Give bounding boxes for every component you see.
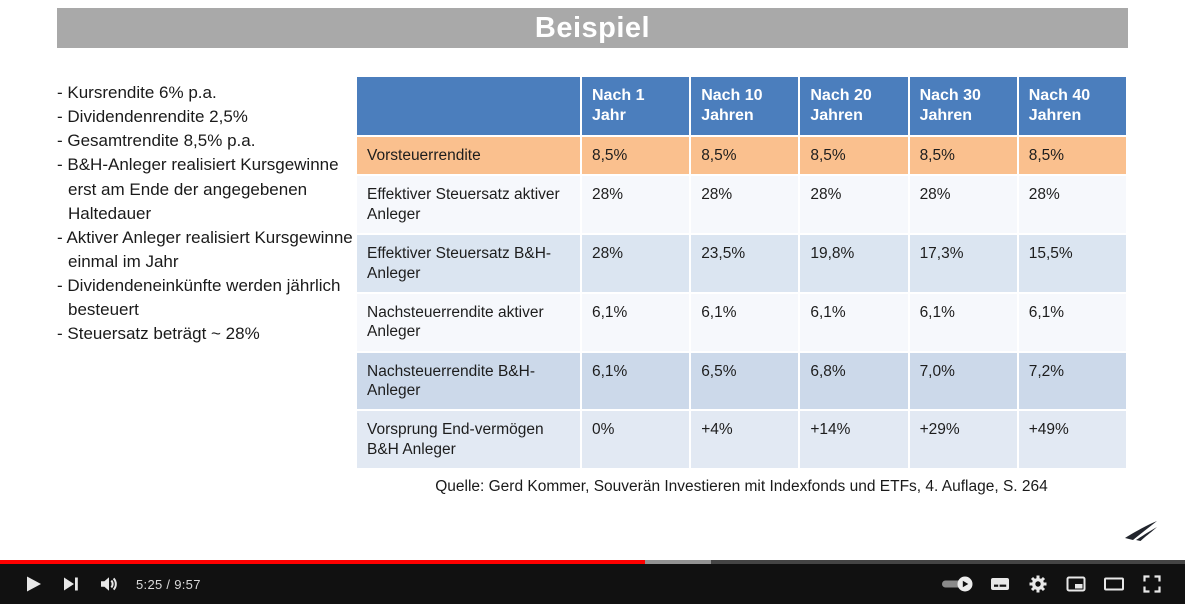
table-row: Vorsteuerrendite 8,5% 8,5% 8,5% 8,5% 8,5… <box>355 134 1129 177</box>
table-cell: 28% <box>798 174 910 236</box>
player-controls: 5:25 / 9:57 <box>0 560 1185 604</box>
column-header: Nach 1 Jahr <box>579 75 692 137</box>
table-cell: 8,5% <box>689 134 801 177</box>
row-label: Effektiver Steuersatz B&H-Anleger <box>355 233 582 294</box>
miniplayer-button[interactable] <box>1057 566 1095 602</box>
next-icon <box>64 577 78 591</box>
video-slide: Beispiel - Kursrendite 6% p.a. - Dividen… <box>0 0 1185 560</box>
row-label: Vorsprung End-vermögen B&H Anleger <box>355 409 582 471</box>
table-cell: 6,1% <box>798 291 910 353</box>
table-cell: 6,1% <box>579 350 692 412</box>
controls-row: 5:25 / 9:57 <box>0 564 1185 604</box>
table-row: Vorsprung End-vermögen B&H Anleger 0% +4… <box>355 409 1129 471</box>
table-cell: 28% <box>907 174 1019 236</box>
column-header: Nach 40 Jahren <box>1016 75 1129 137</box>
slide-title: Beispiel <box>534 11 651 44</box>
table-cell: 6,1% <box>689 291 801 353</box>
table-cell: 6,1% <box>907 291 1019 353</box>
column-header: Nach 10 Jahren <box>689 75 801 137</box>
fullscreen-icon <box>1143 575 1161 593</box>
table-row: Effektiver Steuersatz aktiver Anleger 28… <box>355 174 1129 236</box>
table-cell: 23,5% <box>689 233 801 294</box>
table-cell: 6,1% <box>579 291 692 353</box>
table-corner-cell <box>355 75 582 137</box>
bullet-item: - Gesamtrendite 8,5% p.a. <box>57 131 256 151</box>
next-button[interactable] <box>52 566 90 602</box>
table-cell: 28% <box>579 233 692 294</box>
table-cell: +4% <box>689 409 801 471</box>
theater-button[interactable] <box>1095 566 1133 602</box>
column-header: Nach 20 Jahren <box>798 75 910 137</box>
table-cell: 8,5% <box>579 134 692 177</box>
bullet-item: - B&H-Anleger realisiert Kursgewinne ers… <box>57 155 339 223</box>
table-cell: 19,8% <box>798 233 910 294</box>
table-cell: 28% <box>1016 174 1129 236</box>
play-icon <box>27 576 41 592</box>
progress-bar-played <box>0 560 645 564</box>
row-label: Effektiver Steuersatz aktiver Anleger <box>355 174 582 236</box>
table-cell: 8,5% <box>1016 134 1129 177</box>
source-citation: Quelle: Gerd Kommer, Souverän Investiere… <box>435 478 1048 496</box>
row-label: Nachsteuerrendite aktiver Anleger <box>355 291 582 353</box>
fullscreen-button[interactable] <box>1133 566 1171 602</box>
time-display: 5:25 / 9:57 <box>136 576 201 592</box>
controls-right <box>933 566 1171 602</box>
table-cell: 28% <box>689 174 801 236</box>
table-cell: +14% <box>798 409 910 471</box>
controls-left: 5:25 / 9:57 <box>14 566 201 602</box>
bullet-list: - Kursrendite 6% p.a. - Dividendenrendit… <box>57 81 355 496</box>
table-zone: Nach 1 Jahr Nach 10 Jahren Nach 20 Jahre… <box>355 75 1129 496</box>
settings-button[interactable] <box>1019 566 1057 602</box>
progress-bar[interactable] <box>0 560 1185 564</box>
bullet-item: - Dividendeneinkünfte werden jährlich be… <box>57 276 341 320</box>
bullet-item: - Dividendenrendite 2,5% <box>57 107 248 127</box>
settings-icon <box>1029 575 1047 593</box>
subtitles-icon <box>991 578 1009 590</box>
table-cell: 0% <box>579 409 692 471</box>
theater-icon <box>1104 577 1124 591</box>
table-cell: 6,1% <box>1016 291 1129 353</box>
row-label: Vorsteuerrendite <box>355 134 582 177</box>
table-row: Effektiver Steuersatz B&H-Anleger 28% 23… <box>355 233 1129 294</box>
table-header-row: Nach 1 Jahr Nach 10 Jahren Nach 20 Jahre… <box>355 75 1129 137</box>
table-cell: 28% <box>579 174 692 236</box>
bullet-item: - Kursrendite 6% p.a. <box>57 83 217 102</box>
table-row: Nachsteuerrendite B&H-Anleger 6,1% 6,5% … <box>355 350 1129 412</box>
volume-icon <box>101 577 117 591</box>
row-label: Nachsteuerrendite B&H-Anleger <box>355 350 582 412</box>
volume-button[interactable] <box>90 566 128 602</box>
miniplayer-icon <box>1066 576 1086 592</box>
slide-content: - Kursrendite 6% p.a. - Dividendenrendit… <box>0 48 1185 496</box>
bird-logo-icon <box>1123 519 1159 546</box>
bullet-item: - Aktiver Anleger realisiert Kursgewinne… <box>57 227 353 271</box>
table-cell: 8,5% <box>798 134 910 177</box>
table-row: Nachsteuerrendite aktiver Anleger 6,1% 6… <box>355 291 1129 353</box>
slide-title-banner: Beispiel <box>57 8 1128 48</box>
table-cell: +49% <box>1016 409 1129 471</box>
autoplay-toggle[interactable] <box>933 566 981 602</box>
table-cell: 8,5% <box>907 134 1019 177</box>
subtitles-button[interactable] <box>981 566 1019 602</box>
table-cell: 7,2% <box>1016 350 1129 412</box>
bullet-item: - Steuersatz beträgt ~ 28% <box>57 324 260 344</box>
column-header: Nach 30 Jahren <box>907 75 1019 137</box>
autoplay-toggle-icon <box>942 576 973 592</box>
table-cell: 6,5% <box>689 350 801 412</box>
table-cell: 17,3% <box>907 233 1019 294</box>
play-button[interactable] <box>14 566 52 602</box>
table-cell: 6,8% <box>798 350 910 412</box>
table-cell: 7,0% <box>907 350 1019 412</box>
table-cell: 15,5% <box>1016 233 1129 294</box>
results-table: Nach 1 Jahr Nach 10 Jahren Nach 20 Jahre… <box>355 75 1129 471</box>
table-cell: +29% <box>907 409 1019 471</box>
